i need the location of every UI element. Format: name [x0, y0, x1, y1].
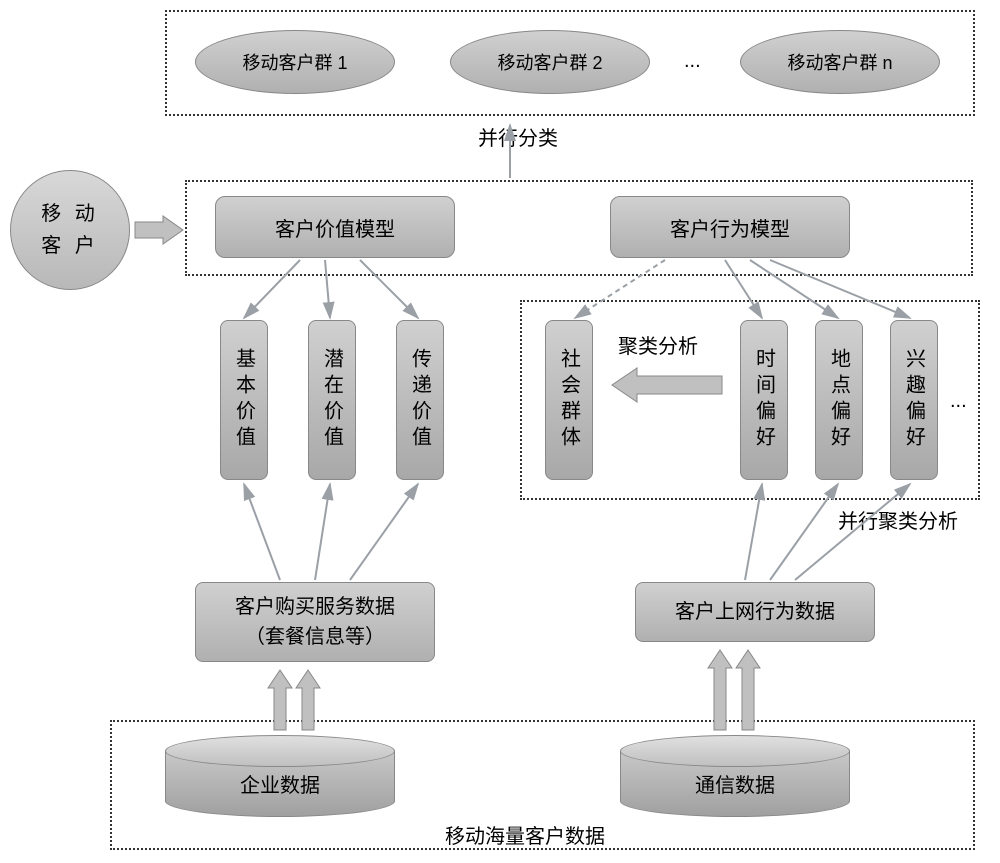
behavior-model-node: 客户行为模型 — [610, 196, 850, 258]
purchase-data-node: 客户购买服务数据 （套餐信息等） — [195, 582, 435, 662]
group-2-label: 移动客户群 2 — [497, 49, 602, 75]
pref-interest-node: 兴趣偏好 — [890, 320, 938, 480]
group-1-node: 移动客户群 1 — [195, 30, 395, 94]
prefs-ellipsis: ... — [950, 390, 967, 413]
online-data-label: 客户上网行为数据 — [675, 597, 835, 627]
value-basic-node: 基本价值 — [220, 320, 268, 480]
purchase-data-line2: （套餐信息等） — [245, 622, 385, 652]
parallel-cluster-label: 并行聚类分析 — [838, 505, 958, 534]
value-potential-node: 潜在价值 — [308, 320, 356, 480]
value-model-node: 客户价值模型 — [215, 196, 455, 258]
enterprise-data-node: 企业数据 — [165, 735, 395, 817]
group-n-label: 移动客户群 n — [787, 49, 892, 75]
purchase-data-line1: 客户购买服务数据 — [235, 592, 395, 622]
group-n-node: 移动客户群 n — [740, 30, 940, 94]
comm-data-label: 通信数据 — [695, 769, 775, 798]
online-data-node: 客户上网行为数据 — [635, 582, 875, 642]
cluster-analysis-label: 聚类分析 — [618, 330, 698, 359]
behavior-model-label: 客户行为模型 — [670, 213, 790, 242]
group-2-node: 移动客户群 2 — [450, 30, 650, 94]
value-transfer-node: 传递价值 — [396, 320, 444, 480]
bottom-group-label: 移动海量客户数据 — [445, 820, 605, 849]
groups-ellipsis: ... — [684, 50, 701, 73]
value-model-label: 客户价值模型 — [275, 213, 395, 242]
input-customer-node: 移 动 客 户 — [10, 170, 130, 290]
parallel-classify-label: 并行分类 — [478, 122, 558, 151]
enterprise-data-label: 企业数据 — [240, 769, 320, 798]
comm-data-node: 通信数据 — [620, 735, 850, 817]
social-group-node: 社会群体 — [545, 320, 593, 480]
comm-up-arrow — [708, 650, 760, 730]
pref-time-node: 时间偏好 — [740, 320, 788, 480]
pref-location-node: 地点偏好 — [815, 320, 863, 480]
input-arrow — [135, 216, 183, 244]
group-1-label: 移动客户群 1 — [242, 49, 347, 75]
